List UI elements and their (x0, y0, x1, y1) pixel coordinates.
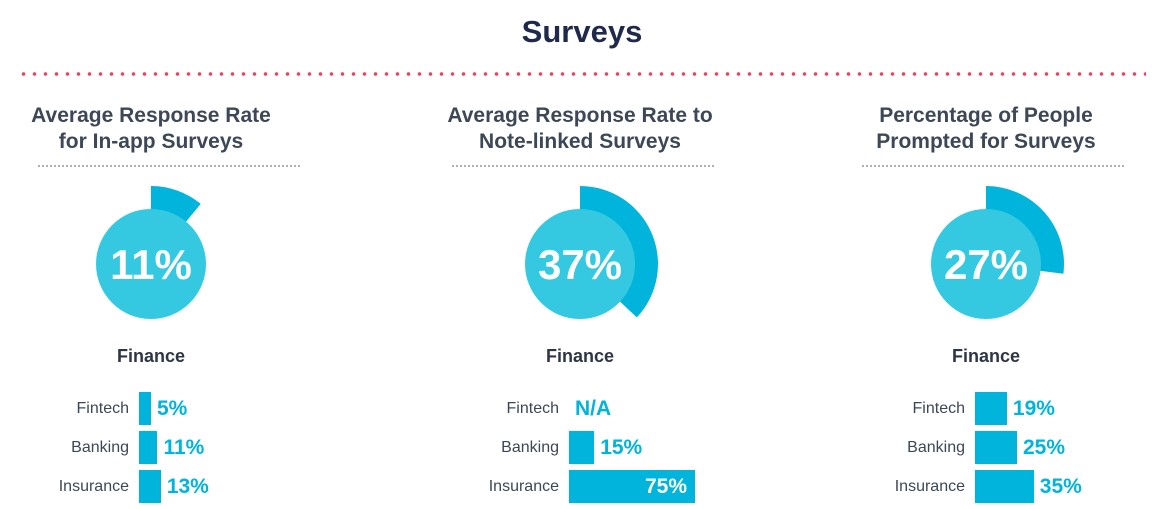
bar-value-label: 5% (157, 397, 188, 420)
bar (569, 431, 595, 464)
chart-title-line: for In-app Surveys (58, 130, 244, 153)
bar (139, 392, 151, 425)
bar-category-label: Fintech (912, 400, 965, 417)
bar-category-label: Banking (71, 439, 129, 456)
bar-category-label: Insurance (894, 478, 965, 495)
bar-category-label: Insurance (488, 478, 559, 495)
bar (139, 470, 161, 503)
chart-title-line: Percentage of People (879, 104, 1093, 127)
bar-category-label: Banking (907, 439, 965, 456)
bar (975, 470, 1034, 503)
sector-label: Finance (116, 346, 186, 366)
title-underline (451, 165, 714, 167)
title-underline (37, 165, 301, 167)
bar-row: Banking 25% (776, 431, 1164, 464)
chart-title-line: Average Response Rate (31, 104, 271, 127)
bar (975, 431, 1017, 464)
donut-value-label: 11% (110, 241, 192, 288)
bar-row: Insurance 13% (0, 470, 388, 503)
title-underline (861, 165, 1126, 167)
donut-value-label: 27% (944, 241, 1028, 288)
donut-chart: 11% (61, 174, 241, 359)
bar-row: Insurance 75% (388, 470, 776, 503)
bar-value-label: 25% (1023, 436, 1066, 459)
donut-value-label: 37% (538, 241, 622, 288)
bar-value-label: 35% (1039, 475, 1082, 498)
bar-value-label: 75% (644, 475, 687, 498)
sector-label: Finance (951, 346, 1021, 366)
donut-chart: 37% (490, 174, 670, 359)
bar-row: Fintech N/A (388, 392, 776, 425)
bar-row: Insurance 35% (776, 470, 1164, 503)
chart-title: Percentage of People Prompted for Surveys (792, 103, 1164, 155)
chart-title-line: Prompted for Surveys (876, 130, 1096, 153)
bar (569, 470, 695, 503)
bar-value-label: 19% (1012, 397, 1055, 420)
bar (975, 392, 1007, 425)
chart-title-line: Average Response Rate to (447, 104, 713, 127)
bar-category-label: Fintech (506, 400, 559, 417)
bar-row: Banking 11% (0, 431, 388, 464)
bar-row: Banking 15% (388, 431, 776, 464)
chart-title-line: Note-linked Surveys (479, 130, 681, 153)
chart-panel-1: Average Response Rate for In-app Surveys 1… (0, 0, 388, 509)
bar-row: Fintech 19% (776, 392, 1164, 425)
chart-title: Average Response Rate to Note-linked Surv… (386, 103, 774, 155)
bar (139, 431, 158, 464)
page-title: Surveys (521, 14, 643, 49)
bar-category-label: Banking (501, 439, 559, 456)
sector-label: Finance (545, 346, 615, 366)
donut-center (96, 209, 206, 319)
donut-center (525, 209, 635, 319)
bar-category-label: Fintech (76, 400, 129, 417)
donut-center (931, 209, 1041, 319)
bar-category-label: Insurance (58, 478, 129, 495)
chart-panel-2: Average Response Rate to Note-linked Surv… (388, 0, 776, 509)
bar-value-label: 15% (600, 436, 643, 459)
bar-row: Fintech 5% (0, 392, 388, 425)
title-divider (18, 72, 1146, 76)
bar-value-label: 11% (163, 436, 205, 459)
bar-value-label: N/A (575, 397, 612, 420)
chart-panel-3: Percentage of People Prompted for Surveys… (776, 0, 1164, 509)
donut-chart: 27% (896, 174, 1076, 359)
bar-value-label: 13% (166, 475, 209, 498)
chart-title: Average Response Rate for In-app Surveys (0, 103, 345, 155)
